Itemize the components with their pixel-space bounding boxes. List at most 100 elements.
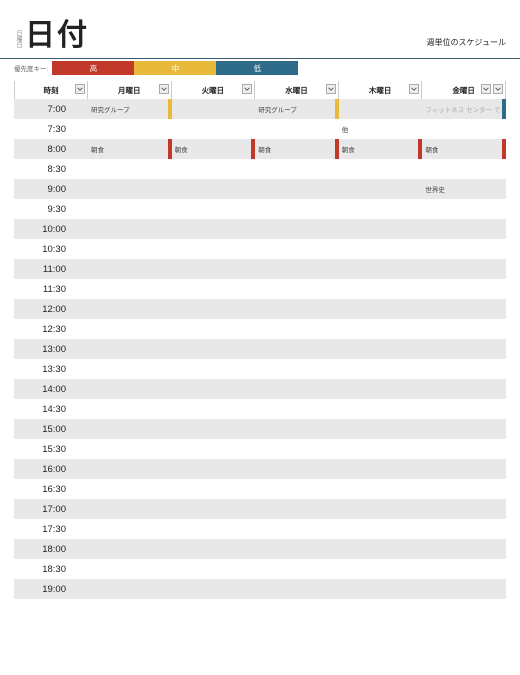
schedule-cell[interactable] (88, 319, 172, 339)
schedule-cell[interactable] (172, 559, 256, 579)
schedule-cell[interactable]: 他 (339, 119, 423, 139)
schedule-cell[interactable] (422, 119, 506, 139)
schedule-cell[interactable] (88, 279, 172, 299)
schedule-cell[interactable] (422, 439, 506, 459)
schedule-cell[interactable] (255, 159, 339, 179)
schedule-cell[interactable] (339, 579, 423, 599)
schedule-cell[interactable] (172, 199, 256, 219)
schedule-cell[interactable] (422, 259, 506, 279)
schedule-cell[interactable] (255, 219, 339, 239)
schedule-cell[interactable] (255, 239, 339, 259)
schedule-cell[interactable] (88, 459, 172, 479)
schedule-cell[interactable] (339, 499, 423, 519)
schedule-cell[interactable] (339, 299, 423, 319)
schedule-cell[interactable] (422, 219, 506, 239)
schedule-cell[interactable] (422, 579, 506, 599)
schedule-cell[interactable] (88, 159, 172, 179)
schedule-cell[interactable] (422, 239, 506, 259)
schedule-cell[interactable] (339, 559, 423, 579)
schedule-cell[interactable] (339, 359, 423, 379)
schedule-cell[interactable] (88, 199, 172, 219)
schedule-cell[interactable] (172, 379, 256, 399)
schedule-cell[interactable] (255, 459, 339, 479)
schedule-cell[interactable] (88, 399, 172, 419)
schedule-cell[interactable] (172, 539, 256, 559)
schedule-cell[interactable] (88, 299, 172, 319)
filter-dropdown-icon[interactable] (159, 84, 169, 94)
schedule-cell[interactable] (339, 399, 423, 419)
schedule-cell[interactable]: 朝食 (422, 139, 506, 159)
schedule-cell[interactable] (88, 219, 172, 239)
schedule-cell[interactable] (422, 319, 506, 339)
schedule-cell[interactable] (422, 379, 506, 399)
schedule-cell[interactable] (172, 259, 256, 279)
schedule-cell[interactable] (88, 119, 172, 139)
schedule-cell[interactable] (172, 179, 256, 199)
schedule-cell[interactable] (255, 279, 339, 299)
schedule-cell[interactable] (255, 539, 339, 559)
schedule-cell[interactable] (255, 479, 339, 499)
schedule-cell[interactable] (422, 559, 506, 579)
schedule-cell[interactable] (339, 379, 423, 399)
schedule-cell[interactable] (339, 339, 423, 359)
schedule-cell[interactable]: 研究グループ (88, 99, 172, 119)
schedule-cell[interactable] (339, 459, 423, 479)
schedule-cell[interactable] (339, 159, 423, 179)
schedule-cell[interactable] (422, 419, 506, 439)
schedule-cell[interactable] (172, 359, 256, 379)
schedule-cell[interactable] (88, 499, 172, 519)
schedule-cell[interactable] (339, 519, 423, 539)
schedule-cell[interactable] (339, 179, 423, 199)
schedule-cell[interactable] (88, 439, 172, 459)
schedule-cell[interactable] (422, 539, 506, 559)
schedule-cell[interactable] (88, 339, 172, 359)
schedule-cell[interactable] (172, 119, 256, 139)
schedule-cell[interactable] (172, 279, 256, 299)
schedule-cell[interactable] (88, 559, 172, 579)
schedule-cell[interactable] (255, 339, 339, 359)
schedule-cell[interactable] (88, 359, 172, 379)
schedule-cell[interactable] (422, 279, 506, 299)
schedule-cell[interactable] (255, 119, 339, 139)
schedule-cell[interactable]: 朝食 (172, 139, 256, 159)
schedule-cell[interactable] (255, 259, 339, 279)
schedule-cell[interactable] (172, 219, 256, 239)
schedule-cell[interactable] (422, 339, 506, 359)
filter-dropdown-icon[interactable] (481, 84, 491, 94)
schedule-cell[interactable] (172, 299, 256, 319)
schedule-cell[interactable] (339, 219, 423, 239)
schedule-cell[interactable]: フィットネス センター で John とランニング (422, 99, 506, 119)
schedule-cell[interactable] (339, 479, 423, 499)
schedule-cell[interactable] (339, 239, 423, 259)
schedule-cell[interactable] (339, 259, 423, 279)
schedule-cell[interactable] (422, 459, 506, 479)
schedule-cell[interactable] (422, 299, 506, 319)
schedule-cell[interactable] (422, 159, 506, 179)
schedule-cell[interactable] (172, 99, 256, 119)
schedule-cell[interactable] (172, 519, 256, 539)
schedule-cell[interactable] (422, 359, 506, 379)
schedule-cell[interactable] (172, 399, 256, 419)
filter-dropdown-icon[interactable] (75, 84, 85, 94)
schedule-cell[interactable] (172, 159, 256, 179)
schedule-cell[interactable] (339, 539, 423, 559)
schedule-cell[interactable] (255, 299, 339, 319)
schedule-cell[interactable] (172, 439, 256, 459)
schedule-cell[interactable] (422, 479, 506, 499)
schedule-cell[interactable] (88, 519, 172, 539)
schedule-cell[interactable] (172, 419, 256, 439)
schedule-cell[interactable] (172, 479, 256, 499)
schedule-cell[interactable] (339, 439, 423, 459)
schedule-cell[interactable] (255, 399, 339, 419)
schedule-cell[interactable] (255, 559, 339, 579)
schedule-cell[interactable] (339, 99, 423, 119)
schedule-cell[interactable] (255, 319, 339, 339)
schedule-cell[interactable]: 世界史 (422, 179, 506, 199)
schedule-cell[interactable] (172, 339, 256, 359)
schedule-cell[interactable]: 研究グループ (255, 99, 339, 119)
schedule-cell[interactable] (88, 479, 172, 499)
schedule-cell[interactable] (339, 319, 423, 339)
schedule-cell[interactable] (88, 419, 172, 439)
schedule-cell[interactable]: 朝食 (88, 139, 172, 159)
schedule-cell[interactable] (172, 499, 256, 519)
